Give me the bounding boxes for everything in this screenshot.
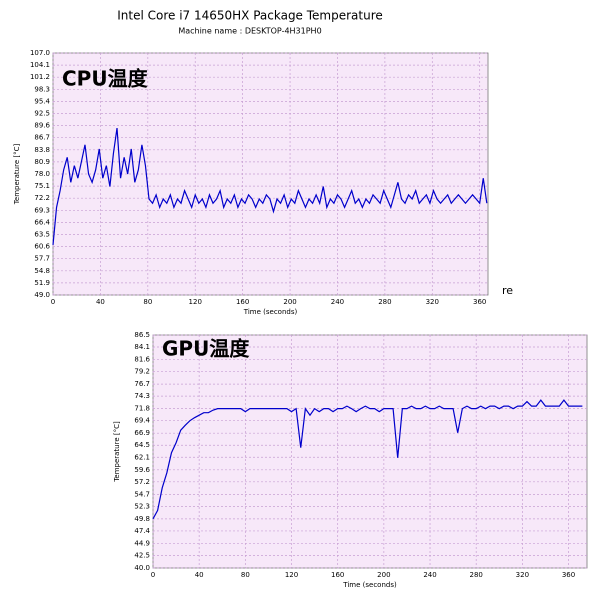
y-axis-label: Temperature [°C] [113,421,121,483]
y-tick-label: 69.3 [34,206,50,214]
y-tick-label: 57.7 [34,255,50,263]
y-tick-label: 52.3 [134,502,150,510]
x-axis-label: Time (seconds) [243,308,298,316]
y-tick-label: 54.7 [134,490,150,498]
y-tick-label: 72.2 [34,194,50,202]
y-tick-label: 63.5 [34,231,50,239]
x-tick-label: 0 [151,571,155,579]
x-tick-label: 240 [331,298,344,306]
y-tick-label: 104.1 [30,61,50,69]
y-tick-label: 86.7 [34,134,50,142]
x-tick-label: 360 [562,571,575,579]
chart-subtitle: Machine name : DESKTOP-4H31PH0 [178,27,321,36]
y-tick-label: 101.2 [30,73,50,81]
y-tick-label: 66.9 [134,429,150,437]
y-tick-label: 79.2 [134,368,150,376]
y-tick-label: 71.8 [134,405,150,413]
x-tick-label: 0 [51,298,55,306]
annotation: GPU温度 [162,337,250,361]
x-tick-label: 200 [283,298,296,306]
x-tick-label: 160 [236,298,249,306]
x-tick-label: 320 [426,298,439,306]
y-tick-label: 54.8 [34,267,50,275]
x-tick-label: 360 [473,298,486,306]
y-tick-label: 75.1 [34,182,50,190]
x-tick-label: 120 [189,298,202,306]
x-tick-label: 40 [96,298,105,306]
y-tick-label: 60.6 [34,243,50,251]
y-axis-label: Temperature [°C] [13,144,21,206]
x-tick-label: 80 [143,298,152,306]
x-tick-label: 280 [470,571,483,579]
y-tick-label: 49.8 [134,515,150,523]
y-tick-label: 69.4 [134,417,150,425]
x-tick-label: 280 [378,298,391,306]
y-tick-label: 40.0 [134,564,150,572]
y-tick-label: 59.6 [134,466,150,474]
y-tick-label: 95.4 [34,97,50,105]
y-tick-label: 47.4 [134,527,150,535]
y-tick-label: 42.5 [134,551,150,559]
x-tick-label: 320 [516,571,529,579]
y-tick-label: 49.0 [34,291,50,299]
y-tick-label: 84.1 [134,343,150,351]
x-tick-label: 120 [285,571,298,579]
y-tick-label: 51.9 [34,279,50,287]
x-tick-label: 240 [423,571,436,579]
y-tick-label: 78.0 [34,170,50,178]
y-tick-label: 107.0 [30,49,50,57]
y-tick-label: 81.6 [134,356,150,364]
plot-area [152,334,588,569]
annotation: CPU温度 [62,67,149,91]
title-fragment: re [502,284,513,297]
chart-title: Intel Core i7 14650HX Package Temperatur… [117,9,383,23]
y-tick-label: 83.8 [34,146,50,154]
y-tick-label: 98.3 [34,85,50,93]
x-tick-label: 80 [241,571,250,579]
x-tick-label: 200 [377,571,390,579]
y-tick-label: 92.5 [34,110,50,118]
y-tick-label: 62.1 [134,453,150,461]
temperature-line [152,399,583,520]
y-tick-label: 80.9 [34,158,50,166]
temperature-line [52,128,488,245]
x-axis-label: Time (seconds) [342,581,397,589]
y-tick-label: 64.5 [134,441,150,449]
x-tick-label: 160 [331,571,344,579]
y-tick-label: 74.3 [134,392,150,400]
y-tick-label: 44.9 [134,539,150,547]
y-tick-label: 76.7 [134,380,150,388]
x-tick-label: 40 [195,571,204,579]
y-tick-label: 57.2 [134,478,150,486]
y-tick-label: 66.4 [34,218,50,226]
y-tick-label: 86.5 [134,331,150,339]
y-tick-label: 89.6 [34,122,50,130]
